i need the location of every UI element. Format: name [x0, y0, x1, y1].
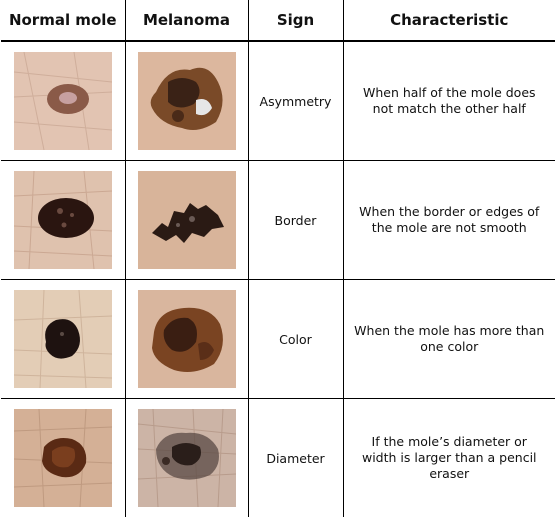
sign-cell: Asymmetry [247, 41, 343, 161]
header-melanoma: Melanoma [124, 0, 248, 42]
melanoma-cell [124, 160, 248, 280]
single-color-mole-photo [13, 290, 112, 388]
header-normal-mole: Normal mole [1, 0, 125, 42]
melanoma-cell [124, 279, 248, 399]
normal-mole-cell [1, 399, 125, 518]
melanoma-cell [124, 41, 248, 161]
characteristic-cell: When the border or edges of the mole are… [342, 160, 555, 280]
characteristic-cell: If the mole’s diameter or width is large… [342, 398, 555, 517]
smooth-border-mole-photo [13, 171, 112, 269]
melanoma-cell [124, 398, 248, 517]
table-row: Color When the mole has more than one co… [1, 279, 555, 399]
small-mole-photo [13, 409, 112, 507]
multicolor-melanoma-photo [137, 290, 236, 388]
large-melanoma-photo [137, 409, 236, 507]
characteristic-cell: When half of the mole does not match the… [342, 41, 555, 161]
table-row: Border When the border or edges of the m… [1, 160, 555, 280]
normal-mole-cell [1, 279, 125, 399]
header-row: Normal mole Melanoma Sign Characteristic [1, 0, 555, 42]
sign-cell: Color [247, 279, 343, 399]
round-mole-photo [13, 52, 112, 150]
normal-mole-cell [1, 160, 125, 280]
irregular-border-melanoma-photo [137, 171, 236, 269]
sign-cell: Diameter [247, 398, 343, 517]
table-row: Diameter If the mole’s diameter or width… [1, 398, 555, 518]
header-characteristic: Characteristic [342, 0, 555, 42]
sign-cell: Border [247, 160, 343, 280]
table-row: Asymmetry When half of the mole does not… [1, 41, 555, 161]
asymmetric-melanoma-photo [137, 52, 236, 150]
header-sign: Sign [247, 0, 343, 42]
characteristic-cell: When the mole has more than one color [342, 279, 555, 399]
normal-mole-cell [1, 41, 125, 161]
